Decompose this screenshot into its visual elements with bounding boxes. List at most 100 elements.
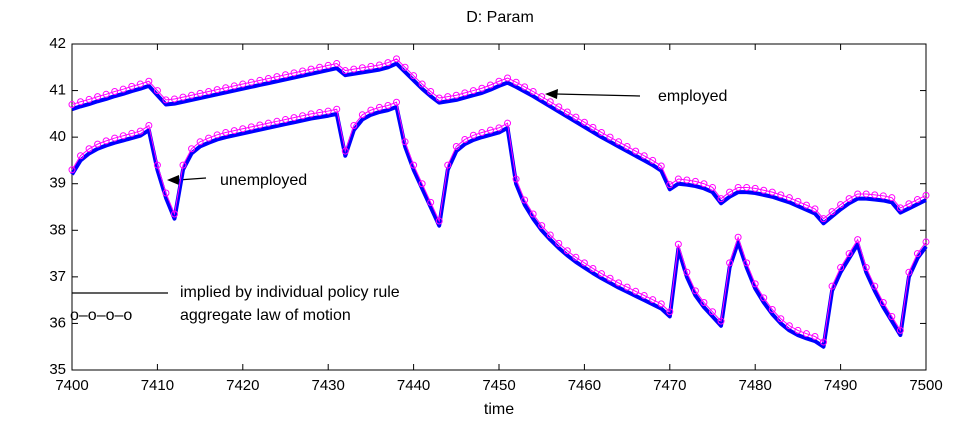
series-marker	[879, 298, 887, 306]
series-marker	[478, 84, 486, 92]
arrow-head	[545, 89, 558, 99]
series-marker	[794, 197, 802, 205]
x-tick-label: 7440	[397, 377, 430, 394]
series-marker	[529, 210, 537, 218]
series-marker	[222, 128, 230, 136]
series-marker	[871, 282, 879, 290]
annotation: employed	[658, 88, 727, 105]
series-marker	[837, 201, 845, 209]
series-marker	[247, 78, 255, 86]
series-marker	[145, 77, 153, 85]
series-marker	[734, 233, 742, 241]
series-marker	[811, 205, 819, 213]
series-marker	[649, 156, 657, 164]
series-marker	[290, 69, 298, 77]
series-marker	[811, 332, 819, 340]
series-marker	[837, 264, 845, 272]
series-marker	[316, 63, 324, 71]
series-marker	[546, 231, 554, 239]
y-tick-label: 35	[49, 361, 66, 378]
series-marker	[239, 80, 247, 88]
series-marker	[709, 308, 716, 316]
y-tick-label: 39	[49, 175, 66, 192]
series-marker	[785, 322, 793, 330]
series-marker	[469, 87, 477, 95]
series-marker	[905, 268, 913, 276]
series-marker	[316, 108, 324, 116]
series-marker	[230, 127, 238, 135]
series-marker	[563, 247, 571, 255]
series-marker	[580, 118, 588, 126]
series-marker	[820, 338, 828, 346]
x-tick-label: 7460	[568, 377, 601, 394]
series-marker	[290, 114, 298, 122]
series-marker	[768, 188, 776, 196]
series-marker	[521, 83, 529, 91]
series-marker	[162, 96, 170, 104]
series-marker	[538, 93, 546, 101]
series-marker	[589, 123, 597, 131]
x-axis-label: time	[484, 401, 514, 418]
series-marker	[333, 105, 341, 113]
series-marker	[521, 196, 529, 204]
series-marker	[896, 204, 904, 212]
series-marker	[632, 147, 640, 155]
series-marker	[435, 94, 443, 102]
series-marker	[657, 300, 665, 308]
series-marker	[606, 274, 614, 282]
series-marker	[247, 123, 255, 131]
series-marker	[119, 85, 127, 93]
series-marker	[367, 106, 375, 114]
series-marker	[580, 259, 588, 267]
series-marker	[452, 91, 460, 99]
x-tick-label: 7480	[739, 377, 772, 394]
series-marker	[111, 134, 119, 142]
y-tick-label: 42	[49, 35, 66, 52]
series-marker	[273, 73, 281, 81]
series-marker	[666, 308, 674, 316]
series-marker	[913, 196, 921, 204]
series-marker	[273, 117, 281, 125]
series-marker	[896, 326, 904, 334]
series-marker	[546, 98, 554, 106]
series-marker	[128, 82, 136, 90]
series-marker	[307, 110, 315, 118]
series-marker	[256, 121, 264, 129]
series-marker	[871, 191, 879, 199]
series-marker	[504, 119, 512, 127]
series-marker	[743, 259, 751, 267]
series-marker	[350, 65, 358, 73]
series-marker	[760, 294, 768, 302]
series-marker	[213, 131, 221, 139]
series-marker	[486, 81, 494, 89]
series-marker	[674, 175, 682, 183]
series-marker	[153, 87, 161, 95]
series-marker	[205, 88, 213, 96]
chart-title: D: Param	[466, 9, 534, 26]
series-marker	[862, 190, 870, 198]
y-tick-label: 40	[49, 128, 66, 145]
series-marker	[188, 91, 196, 99]
series-marker	[94, 140, 102, 148]
series-marker	[384, 59, 392, 67]
series-marker	[264, 74, 272, 82]
legend-label: aggregate law of motion	[180, 307, 351, 324]
series-marker	[401, 138, 409, 146]
series-marker	[794, 326, 802, 334]
series-marker	[717, 317, 725, 325]
series-marker	[418, 180, 426, 188]
series-marker	[102, 90, 110, 98]
series-marker	[68, 166, 76, 174]
series-marker	[845, 195, 853, 203]
series-marker	[111, 88, 119, 96]
series-marker	[879, 192, 887, 200]
x-tick-label: 7450	[482, 377, 515, 394]
series-marker	[640, 291, 648, 299]
series-marker	[751, 184, 759, 192]
series-marker	[820, 215, 828, 223]
series-marker	[444, 161, 452, 169]
series-marker	[410, 161, 418, 169]
series-marker	[77, 152, 85, 160]
legend-symbol: o–o–o–o	[70, 307, 132, 324]
